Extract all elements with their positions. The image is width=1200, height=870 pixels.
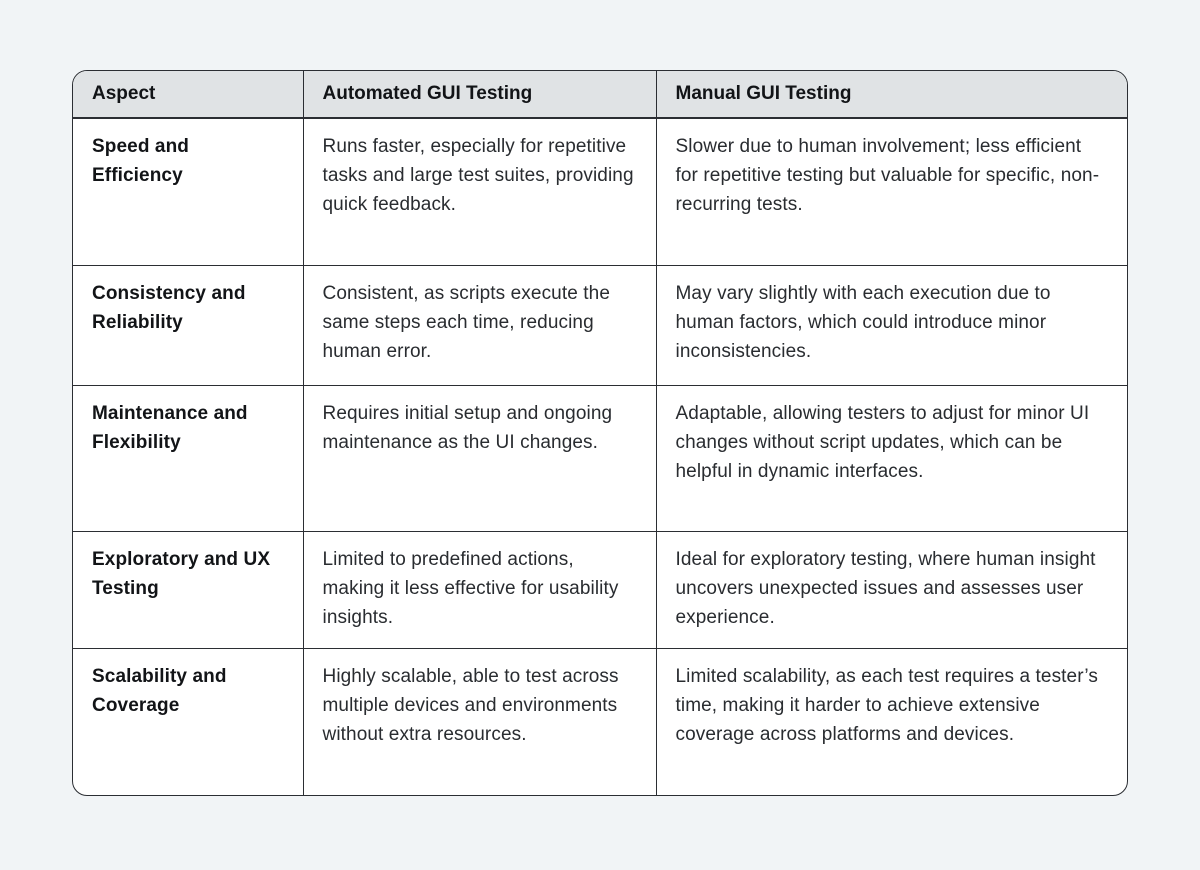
table-row: Exploratory and UX Testing Limited to pr… bbox=[73, 530, 1127, 648]
table-row: Maintenance and Flexibility Requires ini… bbox=[73, 384, 1127, 531]
cell-automated: Consistent, as scripts execute the same … bbox=[302, 264, 656, 385]
column-header-aspect: Aspect bbox=[73, 71, 303, 119]
cell-automated: Runs faster, especially for repetitive t… bbox=[302, 118, 656, 265]
comparison-table-card: Aspect Automated GUI Testing Manual GUI … bbox=[72, 70, 1128, 796]
cell-aspect: Consistency and Reliability bbox=[73, 264, 303, 385]
cell-aspect: Speed and Efficiency bbox=[92, 136, 189, 186]
cell-manual: Ideal for exploratory testing, where hum… bbox=[655, 530, 1127, 648]
cell-manual: Slower due to human involvement; less ef… bbox=[655, 118, 1127, 265]
table-row: Speed and Efficiency Runs faster, especi… bbox=[73, 118, 1127, 265]
column-header-automated-gui-testing: Automated GUI Testing bbox=[302, 71, 656, 119]
cell-aspect: Maintenance and Flexibility bbox=[73, 384, 303, 531]
cell-manual: Limited scalability, as each test requir… bbox=[655, 647, 1127, 795]
table-row: Consistency and Reliability Consistent, … bbox=[73, 264, 1127, 385]
cell-manual: Adaptable, allowing testers to adjust fo… bbox=[655, 384, 1127, 531]
gui-testing-comparison-table: Aspect Automated GUI Testing Manual GUI … bbox=[73, 71, 1127, 795]
cell-automated: Highly scalable, able to test across mul… bbox=[302, 647, 656, 795]
cell-automated: Requires initial setup and ongoing maint… bbox=[302, 384, 656, 531]
cell-aspect: Scalability and Coverage bbox=[73, 647, 303, 795]
cell-automated: Limited to predefined actions, making it… bbox=[302, 530, 656, 648]
cell-manual: May vary slightly with each execution du… bbox=[655, 264, 1127, 385]
table-row: Scalability and Coverage Highly scalable… bbox=[73, 647, 1127, 795]
column-header-manual-gui-testing: Manual GUI Testing bbox=[655, 71, 1127, 119]
cell-aspect: Exploratory and UX Testing bbox=[73, 530, 303, 648]
table-header-row: Aspect Automated GUI Testing Manual GUI … bbox=[73, 71, 1127, 119]
